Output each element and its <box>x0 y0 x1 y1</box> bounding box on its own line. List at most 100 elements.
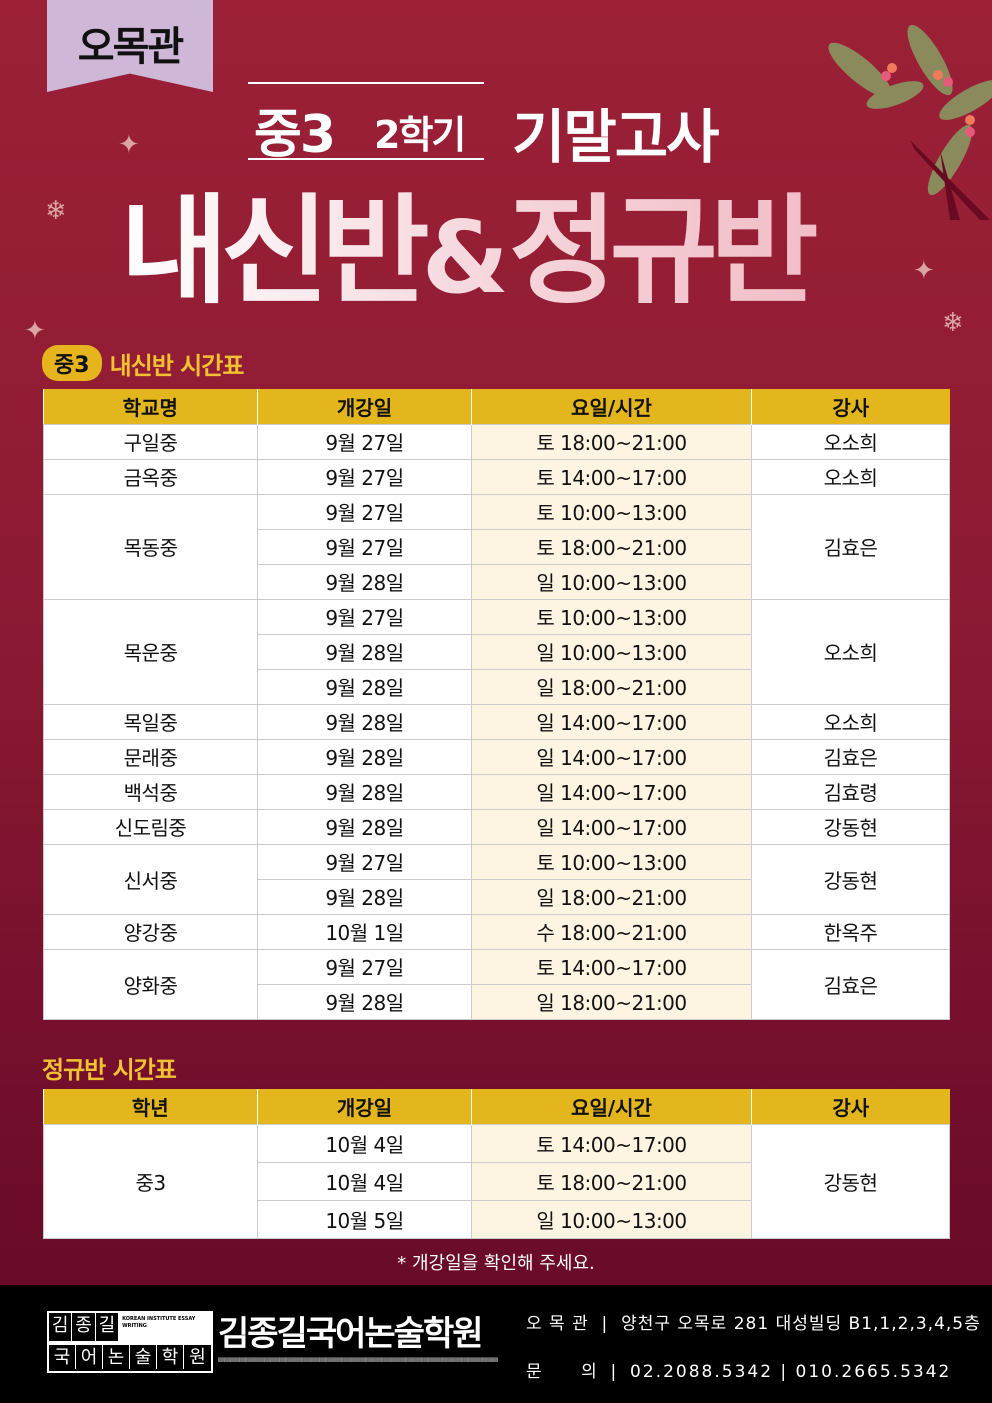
teacher-cell: 김효은 <box>751 493 950 600</box>
branch-tag-label: 오목관 <box>77 24 184 70</box>
col-header: 학년 <box>43 1089 258 1124</box>
teacher-cell: 강동현 <box>751 808 950 845</box>
day-time-cell: 일 18:00~21:00 <box>471 983 752 1020</box>
day-time-cell: 일 10:00~13:00 <box>471 633 752 670</box>
col-header: 개강일 <box>257 1089 472 1124</box>
table-row: 목동중 9월 27일 토 10:00~13:00 김효은 <box>43 493 950 600</box>
title-naesin: 내신반 <box>120 182 422 320</box>
sparkle-icon: ✦ <box>24 316 46 346</box>
address: 양천구 오목로 281 대성빌딩 B1,1,2,3,4,5층 <box>621 1314 981 1334</box>
day-time-cell: 토 18:00~21:00 <box>471 423 752 460</box>
regular-title: 정규반 시간표 <box>42 1056 177 1084</box>
naesin-timetable: 학교명 개강일 요일/시간 강사 구일중 9월 27일 토 18:00~21:00 오… <box>43 389 950 1020</box>
col-header: 학교명 <box>43 389 258 424</box>
snowflake-icon: ❄ <box>45 196 67 226</box>
logo-char: 술 <box>130 1345 157 1369</box>
table-row: 금옥중 9월 27일 토 14:00~17:00 오소희 <box>43 458 950 495</box>
table-row: 중3 10월 4일 토 14:00~17:00 강동현 <box>43 1123 950 1239</box>
teacher-cell: 오소희 <box>751 423 950 460</box>
table-row: 문래중 9월 28일 일 14:00~17:00 김효은 <box>43 738 950 775</box>
col-header: 요일/시간 <box>471 389 752 424</box>
table-row: 목일중 9월 28일 일 14:00~17:00 오소희 <box>43 703 950 740</box>
start-date-cell: 9월 28일 <box>257 878 472 915</box>
table-row: 9월 28일 일 18:00~21:00 <box>44 983 950 1020</box>
start-date-cell: 9월 28일 <box>257 773 472 810</box>
title-amp: & <box>421 199 509 316</box>
snowflake-icon: ❄ <box>942 308 964 338</box>
day-time-cell: 일 14:00~17:00 <box>471 738 752 775</box>
start-date-cell: 9월 27일 <box>257 528 472 565</box>
start-date-cell: 9월 28일 <box>257 668 472 705</box>
school-name-cell: 목운중 <box>43 598 258 705</box>
logo-char: 원 <box>189 1347 206 1368</box>
teacher-cell: 오소희 <box>751 703 950 740</box>
logo-char: 종 <box>72 1313 96 1341</box>
table-row: 9월 28일 일 18:00~21:00 <box>44 668 950 705</box>
start-date-cell: 9월 28일 <box>257 983 472 1020</box>
address-line: 오 목 관 | 양천구 오목로 281 대성빌딩 B1,1,2,3,4,5층 <box>526 1314 981 1334</box>
day-time-cell: 일 14:00~17:00 <box>471 773 752 810</box>
teacher-cell: 한옥주 <box>751 913 950 950</box>
start-date-cell: 9월 28일 <box>257 738 472 775</box>
logo-char: 학 <box>157 1345 184 1369</box>
school-name-cell: 신도림중 <box>43 808 258 845</box>
start-date-cell: 10월 5일 <box>257 1199 472 1239</box>
day-time-cell: 토 10:00~13:00 <box>471 598 752 635</box>
start-date-cell: 9월 27일 <box>257 843 472 880</box>
headline-exam: 기말고사 <box>512 103 719 171</box>
start-date-cell: 9월 28일 <box>257 563 472 600</box>
col-header: 강사 <box>751 1089 950 1124</box>
col-header: 개강일 <box>257 389 472 424</box>
day-time-cell: 토 18:00~21:00 <box>471 528 752 565</box>
logo-char: 논 <box>103 1345 130 1369</box>
teacher-cell: 김효령 <box>751 773 950 810</box>
day-time-cell: 토 14:00~17:00 <box>471 458 752 495</box>
school-name-cell: 목동중 <box>43 493 258 600</box>
table-row: 9월 27일 토 18:00~21:00 <box>44 528 950 565</box>
day-time-cell: 일 14:00~17:00 <box>471 703 752 740</box>
day-time-cell: 토 14:00~17:00 <box>471 1123 752 1163</box>
table-row: 신도림중 9월 28일 일 14:00~17:00 강동현 <box>43 808 950 845</box>
day-time-cell: 토 10:00~13:00 <box>471 493 752 530</box>
start-date-cell: 9월 28일 <box>257 703 472 740</box>
table-row: 양강중 10월 1일 수 18:00~21:00 한옥주 <box>43 913 950 950</box>
teacher-cell: 강동현 <box>751 1123 950 1239</box>
note: * 개강일을 확인해 주세요. <box>397 1253 595 1274</box>
start-date-cell: 9월 27일 <box>257 458 472 495</box>
school-name-cell: 문래중 <box>43 738 258 775</box>
sparkle-icon: ✦ <box>913 256 935 286</box>
headline: 중3 2학기 기말고사 <box>248 82 748 171</box>
start-date-cell: 9월 27일 <box>257 423 472 460</box>
logo-char: 어 <box>76 1345 103 1369</box>
table-row: 구일중 9월 27일 토 18:00~21:00 오소희 <box>43 423 950 460</box>
sparkle-icon: ✦ <box>118 130 140 160</box>
table-row: 9월 28일 일 10:00~13:00 <box>44 633 950 670</box>
headline-semester: 2학기 <box>374 113 466 157</box>
day-time-cell: 일 14:00~17:00 <box>471 808 752 845</box>
branch-label: 오 목 관 <box>526 1314 589 1334</box>
day-time-cell: 일 10:00~13:00 <box>471 563 752 600</box>
headline-grade: 중3 <box>254 105 336 165</box>
table-row: 10월 5일 일 10:00~13:00 <box>44 1199 950 1239</box>
branch-tag: 오목관 <box>47 0 213 92</box>
academy-name: 김종길국어논술학원 <box>218 1314 484 1354</box>
logo-char: 김 <box>49 1313 73 1341</box>
grade-badge: 중3 <box>42 345 102 381</box>
fine-print: ▒▒▒▒▒▒▒▒▒▒▒▒▒▒▒▒▒▒▒▒▒▒▒▒▒▒▒▒▒▒▒▒▒▒▒▒▒▒▒▒… <box>218 1357 498 1362</box>
school-name-cell: 백석중 <box>43 773 258 810</box>
start-date-cell: 10월 4일 <box>257 1123 472 1163</box>
naesin-section-header: 중3 내신반 시간표 <box>42 345 244 381</box>
day-time-cell: 토 18:00~21:00 <box>471 1161 752 1201</box>
day-time-cell: 일 10:00~13:00 <box>471 1199 752 1239</box>
school-name-cell: 목일중 <box>43 703 258 740</box>
day-time-cell: 토 14:00~17:00 <box>471 948 752 985</box>
school-name-cell: 금옥중 <box>43 458 258 495</box>
teacher-cell: 오소희 <box>751 598 950 705</box>
start-date-cell: 9월 28일 <box>257 633 472 670</box>
start-date-cell: 9월 27일 <box>257 598 472 635</box>
school-name-cell: 구일중 <box>43 423 258 460</box>
table-row: 양화중 9월 27일 토 14:00~17:00 김효은 <box>43 948 950 1020</box>
logo-char: 국 <box>49 1345 76 1369</box>
start-date-cell: 9월 27일 <box>257 948 472 985</box>
